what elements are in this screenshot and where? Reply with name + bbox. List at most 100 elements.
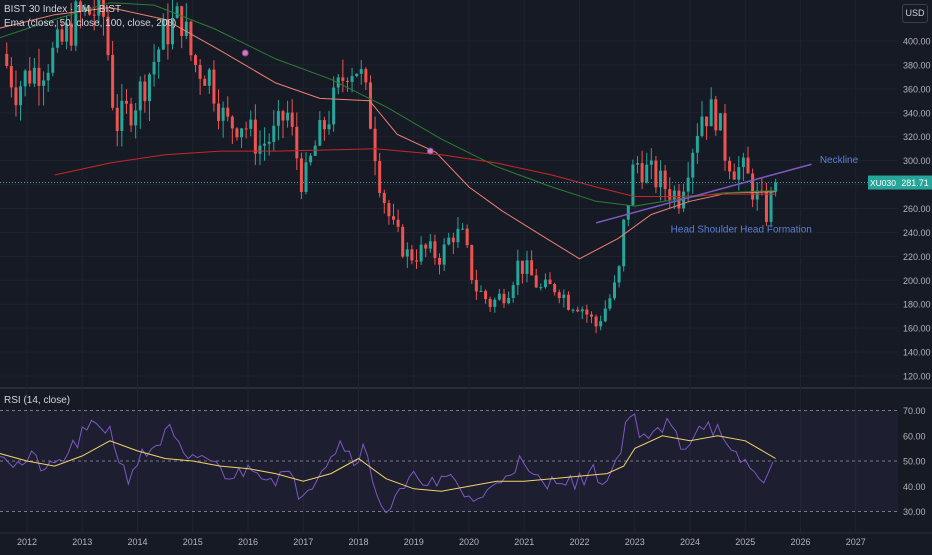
candle-body (589, 314, 593, 317)
candle (751, 168, 755, 208)
candle (322, 116, 326, 141)
candle-body (235, 128, 239, 138)
candle-body (263, 143, 267, 146)
candle (543, 273, 547, 289)
candle (74, 0, 78, 51)
candle (442, 238, 446, 272)
price-tick-label: 380.00 (903, 60, 931, 70)
candle-body (364, 69, 368, 83)
candle (576, 306, 580, 313)
candle (539, 283, 543, 291)
rsi-legend[interactable]: RSI (14, close) (4, 395, 71, 406)
candle (686, 161, 690, 202)
candle-body (51, 47, 55, 73)
candle-body (539, 287, 543, 289)
time-tick-label: 2023 (625, 537, 645, 547)
candle (332, 76, 336, 132)
candle (571, 308, 575, 314)
candle-body (424, 244, 428, 249)
candle (166, 3, 170, 60)
candle (728, 156, 732, 180)
candle (152, 43, 156, 87)
candle-body (327, 124, 331, 130)
rsi-tick-label: 60.00 (903, 431, 926, 441)
candle (566, 291, 570, 311)
candle (415, 249, 419, 269)
time-tick-label: 2019 (404, 537, 424, 547)
candle-body (382, 193, 386, 204)
candle-body (92, 14, 96, 16)
candle-body (221, 107, 225, 121)
candle-body (276, 111, 280, 126)
rsi-ma-line (0, 435, 776, 492)
candle (608, 294, 612, 311)
candle (663, 164, 667, 201)
candle-body (138, 81, 142, 111)
candle (769, 186, 773, 228)
candle-body (65, 23, 69, 42)
candle (405, 242, 409, 269)
candle (281, 109, 285, 139)
candle (221, 101, 225, 138)
candle (129, 97, 133, 133)
time-tick-label: 2014 (127, 537, 147, 547)
candle-body (55, 29, 59, 48)
candle-body (267, 141, 271, 144)
candle (295, 112, 299, 171)
price-tick-label: 400.00 (903, 37, 931, 47)
candle-body (217, 103, 221, 121)
candle (548, 272, 552, 285)
candle-body (198, 65, 202, 79)
candle-body (608, 298, 612, 309)
candle-body (622, 219, 626, 267)
candle (327, 110, 331, 135)
candle-body (60, 29, 64, 42)
candle-body (143, 81, 147, 102)
candle-body (410, 249, 414, 261)
candle (557, 289, 561, 304)
candle-body (571, 309, 575, 311)
price-tick-label: 340.00 (903, 108, 931, 118)
candle-body (332, 87, 336, 125)
ema-legend[interactable]: Ema (close, 50, close, 100, close, 200) (4, 18, 177, 29)
candle-body (700, 116, 704, 136)
candle-body (603, 308, 607, 322)
currency-button[interactable]: USD (902, 4, 928, 23)
candle-body (9, 65, 13, 88)
candle-body (769, 191, 773, 222)
candle-body (415, 260, 419, 262)
candle-body (359, 69, 363, 74)
candle-body (543, 279, 547, 288)
candle-body (755, 190, 759, 200)
candle-body (612, 282, 616, 299)
candle-body (350, 76, 354, 82)
candle (355, 73, 359, 78)
candle (263, 127, 267, 161)
price-tick-label: 220.00 (903, 252, 931, 262)
candle-body (111, 55, 115, 108)
candle-body (599, 321, 603, 327)
candle-body (640, 163, 644, 183)
candle-body (387, 203, 391, 217)
candle (649, 148, 653, 180)
candle-body (709, 99, 713, 127)
candle-body (695, 135, 699, 153)
price-tick-label: 320.00 (903, 132, 931, 142)
candle (718, 113, 722, 131)
candle-body (548, 279, 552, 285)
candle (626, 205, 630, 227)
symbol-tag-label: XU030 (870, 178, 896, 188)
candle-body (732, 171, 736, 180)
candle (120, 84, 124, 147)
candle (659, 160, 663, 201)
candle-body (147, 74, 151, 102)
candle-body (488, 298, 492, 307)
candle (318, 111, 322, 147)
candle (249, 110, 253, 137)
candle-body (456, 228, 460, 243)
candle-body (493, 299, 497, 307)
time-tick-label: 2022 (569, 537, 589, 547)
candle (28, 57, 32, 87)
candle (124, 89, 128, 114)
